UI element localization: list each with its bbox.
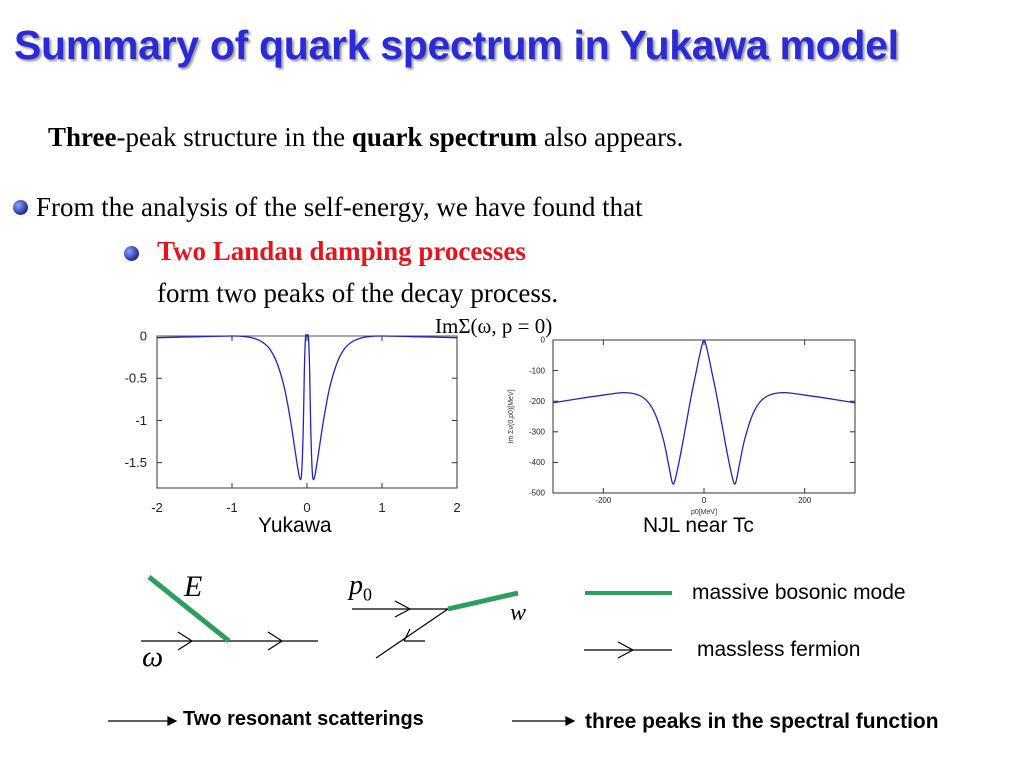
slide-title: Summary of quark spectrum in Yukawa mode… (14, 22, 899, 68)
subscript: 0 (363, 584, 372, 605)
arrow-icon (403, 628, 411, 642)
y-tick-label: -400 (529, 458, 546, 467)
x-tick-label: 0 (702, 496, 707, 505)
diagram-decay (352, 590, 519, 659)
y-tick-label: 0 (541, 336, 546, 345)
arrow-icon (267, 631, 284, 651)
y-tick-label: -200 (529, 397, 546, 406)
y-tick-label: -300 (529, 427, 546, 436)
bold-three: Three (48, 122, 117, 152)
legend-fermion (584, 641, 672, 659)
legend-fermion-text: massless fermion (697, 638, 861, 661)
y-tick-label: -0.5 (125, 371, 147, 386)
boson-line (447, 590, 519, 612)
bold-quark-spectrum: quark spectrum (351, 122, 538, 152)
x-tick-label: -1 (226, 500, 238, 515)
plot-frame (552, 339, 856, 494)
y-tick-label: -100 (529, 366, 546, 375)
resonant-scatterings-text: Two resonant scatterings (183, 708, 424, 730)
njl-chart: -200 0 200 0 -100 -200 -300 -400 -500 p0[MeV] Im Σ… (508, 336, 856, 516)
bullet-text: From the analysis of the self-energy, we… (36, 192, 643, 222)
y-tick-label: 0 (140, 328, 147, 343)
njl-label: NJL near Tc (643, 514, 754, 537)
three-peaks-text: three peaks in the spectral function (585, 710, 939, 733)
boson-line (147, 575, 231, 643)
fermion-line (375, 608, 449, 659)
bullet-icon (124, 246, 139, 261)
label-E: E (184, 570, 203, 603)
label-omega: ω (142, 640, 164, 673)
x-tick-label: 2 (453, 500, 460, 515)
bullet-icon (13, 200, 28, 215)
landau-damping-text: Two Landau damping processes (157, 236, 526, 266)
yukawa-label: Yukawa (258, 514, 332, 537)
text: -peak structure in the (116, 122, 352, 152)
series-line (552, 339, 856, 485)
x-axis-label: p0[MeV] (691, 509, 717, 516)
y-tick-label: -500 (529, 489, 546, 498)
label-p0: p0 (349, 570, 372, 606)
y-axis-label: Im Σv(0,p0)[MeV] (508, 389, 515, 443)
p: p (349, 570, 363, 601)
diagram-scattering (141, 575, 318, 651)
series-line (156, 334, 458, 481)
arrow-icon (394, 600, 412, 618)
decay-text: form two peaks of the decay process. (157, 278, 559, 308)
bottom-arrows (108, 716, 576, 726)
x-tick-label: -200 (595, 496, 612, 505)
y-tick-label: -1 (135, 413, 147, 428)
x-tick-label: 200 (798, 496, 812, 505)
x-tick-label: -2 (151, 500, 163, 515)
yukawa-chart: -2 -1 0 1 2 0 -0.5 -1 -1.5 (125, 328, 461, 515)
arrow-icon (177, 631, 194, 651)
plot-frame (156, 335, 458, 489)
text: also appears. (537, 122, 684, 152)
formula-label: ImΣ(ω, p = 0) (435, 314, 553, 338)
intro-line: Three-peak structure in the quark spectr… (48, 122, 683, 153)
x-tick-label: 1 (378, 500, 385, 515)
label-w: w (510, 600, 527, 626)
y-tick-label: -1.5 (125, 455, 147, 470)
x-tick-label: 0 (303, 500, 310, 515)
legend-boson-text: massive bosonic mode (692, 581, 906, 604)
